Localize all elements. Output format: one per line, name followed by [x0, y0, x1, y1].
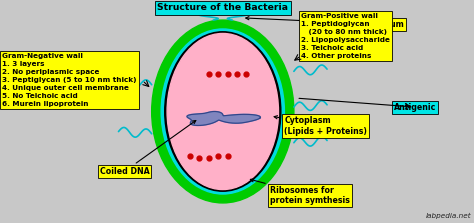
Text: labpedia.net: labpedia.net	[426, 213, 472, 219]
Ellipse shape	[167, 33, 279, 190]
Text: Ribosomes for
protein symthesis: Ribosomes for protein symthesis	[250, 179, 350, 205]
Text: Cytoplasm
(Lipids + Proteins): Cytoplasm (Lipids + Proteins)	[274, 116, 367, 136]
Text: Structure of the Bacteria: Structure of the Bacteria	[157, 3, 288, 12]
Text: Antigenic: Antigenic	[393, 103, 436, 112]
Ellipse shape	[161, 29, 284, 194]
Polygon shape	[187, 112, 260, 126]
Ellipse shape	[165, 32, 281, 191]
Text: Flagellum: Flagellum	[246, 17, 404, 29]
Ellipse shape	[152, 20, 294, 203]
Text: Gram-Negative wall
1. 3 layers
2. No periplasmic space
3. Peptiglycan (5 to 10 n: Gram-Negative wall 1. 3 layers 2. No per…	[2, 53, 137, 107]
Text: Gram-Positive wall
1. Peptidoglycan
   (20 to 80 nm thick)
2. Lipopolysaccharide: Gram-Positive wall 1. Peptidoglycan (20 …	[301, 13, 390, 59]
Text: Coiled DNA: Coiled DNA	[100, 120, 196, 176]
